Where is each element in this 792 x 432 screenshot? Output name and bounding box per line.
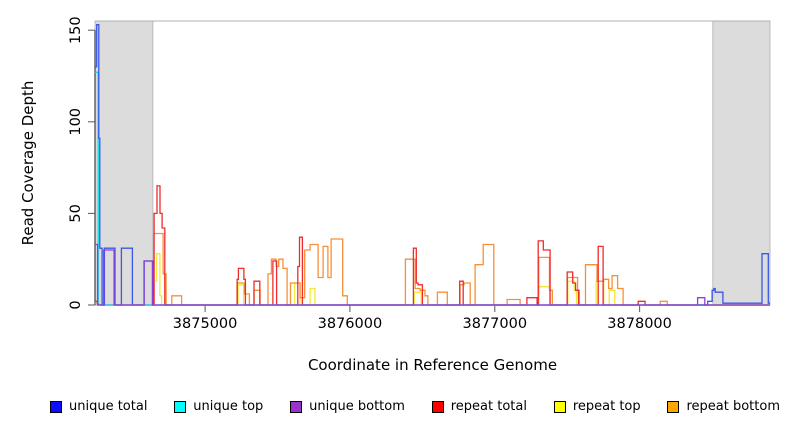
legend-label-repeat-total: repeat total: [450, 399, 527, 414]
x-axis-title: Coordinate in Reference Genome: [307, 356, 558, 374]
legend-swatch-repeat-total: [431, 400, 444, 413]
legend-swatch-repeat-top: [553, 400, 566, 413]
legend-label-repeat-top: repeat top: [572, 399, 641, 414]
series-unique-top: [95, 71, 770, 306]
legend-swatch-unique-top: [174, 400, 187, 413]
series-unique-bottom: [95, 243, 770, 306]
y-tick-label: 150: [68, 16, 84, 44]
legend-item-repeat-bottom: repeat bottom: [667, 399, 780, 414]
legend-label-unique-total: unique total: [69, 399, 148, 414]
legend-item-unique-total: unique total: [50, 399, 147, 414]
legend-item-repeat-total: repeat total: [431, 399, 527, 414]
chart-legend: unique total unique top unique bottom repea…: [50, 399, 780, 414]
y-tick-label: 100: [68, 108, 84, 136]
masked-region-right: [712, 20, 771, 306]
y-tick-label: 0: [68, 300, 84, 309]
x-tick-label: 3878000: [607, 316, 672, 332]
legend-label-unique-top: unique top: [193, 399, 264, 414]
x-tick-label: 3876000: [318, 316, 383, 332]
legend-swatch-unique-bottom: [290, 400, 303, 413]
legend-swatch-repeat-bottom: [667, 400, 680, 413]
legend-item-repeat-top: repeat top: [553, 399, 641, 414]
y-tick-label: 50: [68, 204, 84, 222]
legend-label-repeat-bottom: repeat bottom: [686, 399, 780, 414]
y-axis-title: Read Coverage Depth: [19, 80, 37, 246]
x-tick-label: 3877000: [463, 316, 528, 332]
legend-label-unique-bottom: unique bottom: [309, 399, 405, 414]
series-unique-total: [95, 24, 770, 306]
legend-item-unique-top: unique top: [174, 399, 263, 414]
series-repeat-bottom: [95, 232, 770, 306]
x-tick-label: 3875000: [173, 316, 238, 332]
series-repeat-total: [95, 185, 770, 306]
legend-item-unique-bottom: unique bottom: [290, 399, 405, 414]
legend-swatch-unique-total: [50, 400, 62, 413]
